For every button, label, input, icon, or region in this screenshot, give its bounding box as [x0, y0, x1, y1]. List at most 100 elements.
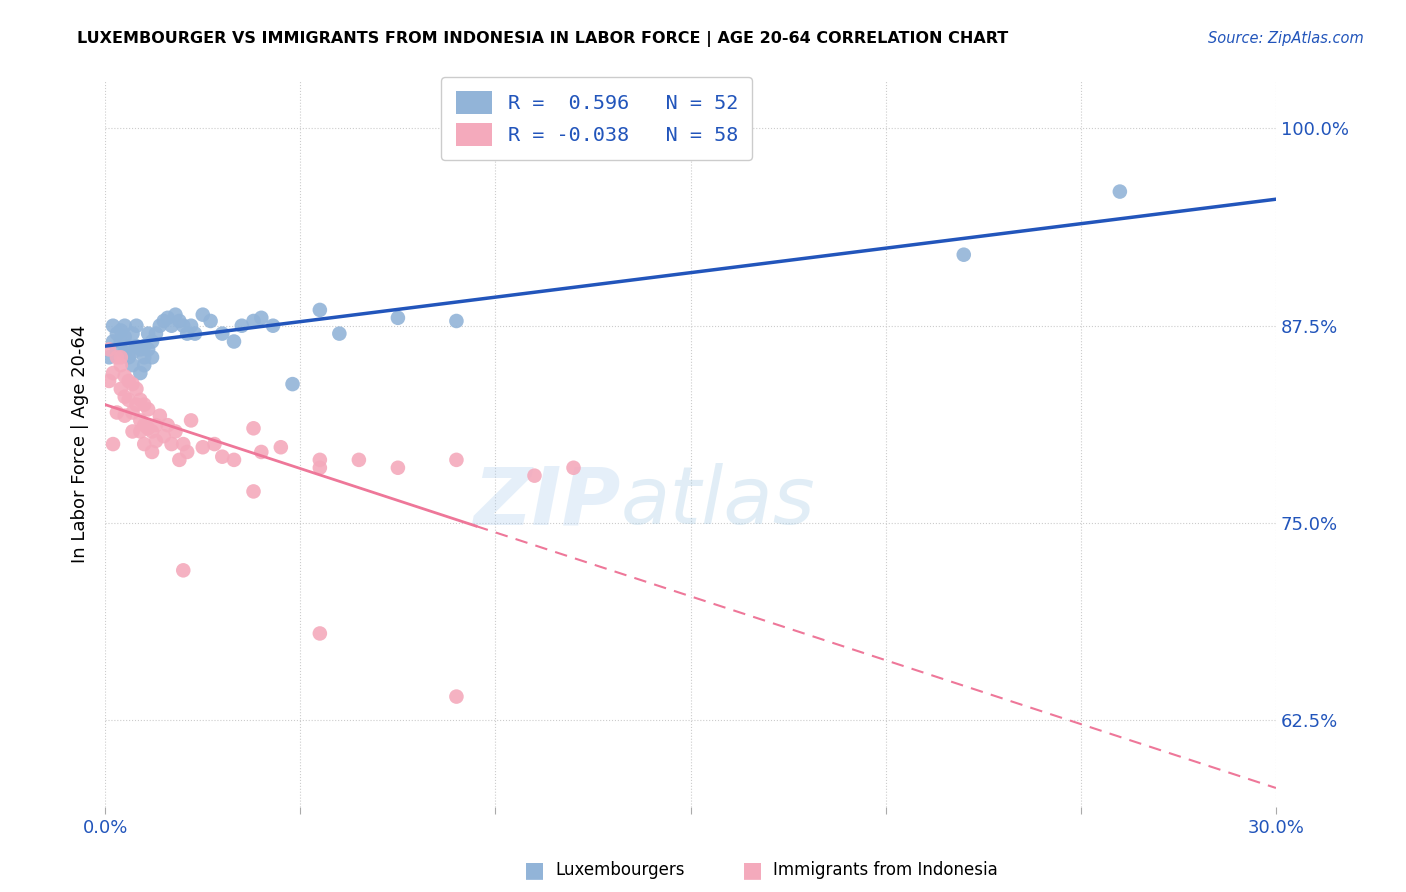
- Point: [242, 421, 264, 435]
- Point: [204, 437, 226, 451]
- Point: [114, 330, 136, 344]
- Text: ■: ■: [742, 860, 762, 880]
- Point: [281, 377, 304, 392]
- Point: [145, 418, 167, 433]
- Point: [308, 302, 330, 317]
- Point: [160, 318, 183, 333]
- Point: [114, 345, 136, 359]
- Point: [114, 318, 136, 333]
- Point: [141, 351, 163, 365]
- Point: [145, 326, 167, 341]
- Point: [172, 437, 194, 451]
- Point: [165, 308, 187, 322]
- Point: [1108, 185, 1130, 199]
- Text: Luxembourgers: Luxembourgers: [555, 861, 685, 879]
- Point: [160, 437, 183, 451]
- Point: [149, 409, 172, 423]
- Point: [121, 405, 143, 419]
- Y-axis label: In Labor Force | Age 20-64: In Labor Force | Age 20-64: [72, 325, 89, 563]
- Point: [125, 382, 148, 396]
- Point: [172, 563, 194, 577]
- Point: [121, 425, 143, 439]
- Point: [117, 374, 139, 388]
- Point: [129, 343, 152, 357]
- Point: [211, 326, 233, 341]
- Point: [101, 334, 124, 349]
- Point: [523, 468, 546, 483]
- Point: [242, 484, 264, 499]
- Point: [101, 318, 124, 333]
- Point: [117, 339, 139, 353]
- Point: [121, 358, 143, 372]
- Text: Immigrants from Indonesia: Immigrants from Indonesia: [773, 861, 998, 879]
- Point: [136, 343, 159, 357]
- Point: [105, 343, 128, 357]
- Point: [152, 429, 174, 443]
- Point: [446, 690, 468, 704]
- Point: [184, 326, 207, 341]
- Point: [250, 310, 273, 325]
- Legend: R =  0.596   N = 52, R = -0.038   N = 58: R = 0.596 N = 52, R = -0.038 N = 58: [441, 77, 752, 161]
- Point: [114, 409, 136, 423]
- Point: [169, 453, 191, 467]
- Point: [105, 351, 128, 365]
- Point: [129, 366, 152, 380]
- Point: [270, 440, 292, 454]
- Point: [231, 318, 253, 333]
- Point: [145, 434, 167, 448]
- Text: ZIP: ZIP: [472, 463, 620, 541]
- Point: [176, 326, 198, 341]
- Point: [117, 351, 139, 365]
- Point: [176, 445, 198, 459]
- Point: [191, 308, 214, 322]
- Point: [110, 358, 132, 372]
- Point: [242, 314, 264, 328]
- Point: [121, 377, 143, 392]
- Point: [105, 405, 128, 419]
- Point: [169, 314, 191, 328]
- Point: [262, 318, 284, 333]
- Point: [308, 460, 330, 475]
- Point: [149, 318, 172, 333]
- Point: [129, 425, 152, 439]
- Point: [141, 334, 163, 349]
- Point: [180, 413, 202, 427]
- Point: [98, 374, 121, 388]
- Point: [98, 343, 121, 357]
- Point: [136, 421, 159, 435]
- Point: [156, 418, 179, 433]
- Point: [347, 453, 370, 467]
- Point: [156, 310, 179, 325]
- Point: [562, 460, 585, 475]
- Point: [121, 345, 143, 359]
- Point: [110, 334, 132, 349]
- Point: [101, 437, 124, 451]
- Point: [211, 450, 233, 464]
- Point: [222, 334, 245, 349]
- Point: [328, 326, 350, 341]
- Point: [105, 326, 128, 341]
- Point: [129, 392, 152, 407]
- Point: [250, 445, 273, 459]
- Point: [134, 437, 156, 451]
- Text: Source: ZipAtlas.com: Source: ZipAtlas.com: [1208, 31, 1364, 46]
- Point: [446, 314, 468, 328]
- Point: [129, 413, 152, 427]
- Point: [98, 351, 121, 365]
- Text: LUXEMBOURGER VS IMMIGRANTS FROM INDONESIA IN LABOR FORCE | AGE 20-64 CORRELATION: LUXEMBOURGER VS IMMIGRANTS FROM INDONESI…: [77, 31, 1008, 47]
- Text: atlas: atlas: [620, 463, 815, 541]
- Point: [136, 326, 159, 341]
- Point: [387, 310, 409, 325]
- Point: [308, 453, 330, 467]
- Point: [136, 402, 159, 417]
- Point: [121, 326, 143, 341]
- Point: [222, 453, 245, 467]
- Point: [110, 323, 132, 337]
- Point: [952, 248, 974, 262]
- Point: [172, 318, 194, 333]
- Point: [110, 382, 132, 396]
- Point: [387, 460, 409, 475]
- Point: [152, 314, 174, 328]
- Point: [117, 392, 139, 407]
- Point: [165, 425, 187, 439]
